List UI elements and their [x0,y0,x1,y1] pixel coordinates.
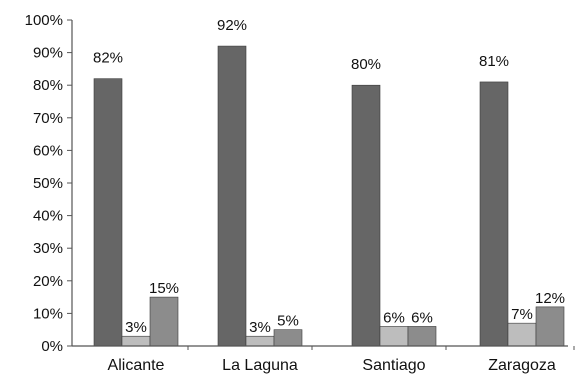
data-label: 80% [351,56,381,73]
bar [407,326,437,347]
data-label: 82% [93,50,123,67]
data-label: 7% [511,306,533,323]
y-tick-label: 90% [33,45,63,62]
data-labels: 82% 3% 15% 92% 3% 5% 80% 6% 6% 81% 7%12% [93,17,565,336]
data-label: 81% [479,53,509,70]
y-tick-label: 30% [33,240,63,257]
bars [93,45,565,347]
x-category-label: Santiago [362,357,425,374]
bar [149,296,179,347]
y-tick-label: 0% [41,338,63,355]
y-tick-label: 50% [33,175,63,192]
y-tick-label: 80% [33,77,63,94]
bar [379,326,409,347]
data-label: 15% [149,280,179,297]
x-category-label: Alicante [108,357,165,374]
bar [507,322,537,347]
y-tick-label: 100% [25,12,63,29]
data-label: 6% [383,309,405,326]
y-tick-label: 20% [33,273,63,290]
y-tick-label: 60% [33,142,63,159]
bar [245,335,275,347]
bar [351,84,381,347]
y-tick-label: 70% [33,110,63,127]
data-label: 3% [249,319,271,336]
y-tick-label: 10% [33,305,63,322]
data-label: 12% [535,290,565,307]
data-label: 5% [277,313,299,330]
y-axis-ticks: 0% 10% 20% 30% 40% 50% 60% 70% 80% 90% 100% [25,12,72,355]
bar [535,306,565,347]
data-label: 6% [411,309,433,326]
bar [217,45,247,347]
x-category-label: La Laguna [222,357,298,374]
data-label: 3% [125,319,147,336]
bar [479,81,509,347]
y-tick-label: 40% [33,208,63,225]
data-label: 92% [217,17,247,34]
x-category-label: Zaragoza [488,357,556,374]
bar [93,78,123,347]
x-axis-labels: Alicante La Laguna Santiago Zaragoza [108,346,575,374]
bar [121,335,151,347]
bar [273,329,303,347]
